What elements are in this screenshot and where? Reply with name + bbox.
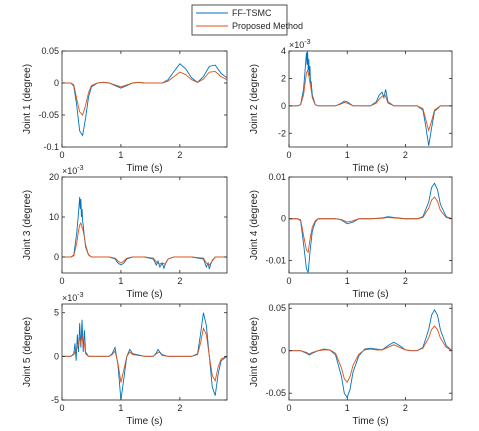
y-tick-label-joint-1: 0 xyxy=(54,78,59,88)
y-axis-label-joint-2: Joint 2 (degree) xyxy=(249,64,260,134)
x-axis-label-joint-6: Time (s) xyxy=(352,416,388,427)
y-axis-label-joint-5: Joint 5 (degree) xyxy=(22,317,33,387)
legend-box xyxy=(191,4,288,36)
plot-area-joint-1 xyxy=(61,50,228,148)
y-tick-label-joint-3: 0 xyxy=(54,252,59,262)
y-tick-label-joint-6: 0 xyxy=(281,346,286,356)
x-tick-label-joint-2: 2 xyxy=(403,150,408,160)
plot-area-joint-5 xyxy=(61,303,228,401)
y-exponent-joint-3: ×10-3 xyxy=(62,165,84,176)
x-axis-label-joint-1: Time (s) xyxy=(126,163,162,174)
y-tick-label-joint-5: 5 xyxy=(54,308,59,318)
y-tick-label-joint-6: -0.05 xyxy=(265,388,286,398)
series-line-joint-3-ff-tsmc xyxy=(62,196,227,270)
x-axis-label-joint-2: Time (s) xyxy=(352,163,388,174)
x-tick-label-joint-2: 1 xyxy=(345,150,350,160)
legend: FF-TSMC Proposed Method xyxy=(191,4,303,36)
y-tick-label-joint-4: 0 xyxy=(281,214,286,224)
x-tick-label-joint-3: 0 xyxy=(59,276,64,286)
series-line-joint-5-proposed-method xyxy=(62,327,227,383)
series-line-joint-4-proposed-method xyxy=(289,196,452,254)
x-tick-label-joint-1: 2 xyxy=(177,150,182,160)
y-axis-label-joint-4: Joint 4 (degree) xyxy=(249,190,260,260)
x-axis-label-joint-5: Time (s) xyxy=(126,416,162,427)
x-axis-label-joint-4: Time (s) xyxy=(352,289,388,300)
y-axis-label-joint-1: Joint 1 (degree) xyxy=(22,64,33,134)
x-tick-label-joint-1: 0 xyxy=(59,150,64,160)
y-exponent-joint-2: ×10-3 xyxy=(289,39,311,50)
series-line-joint-2-proposed-method xyxy=(289,68,452,133)
x-tick-label-joint-2: 0 xyxy=(286,150,291,160)
x-tick-label-joint-4: 1 xyxy=(345,276,350,286)
x-tick-label-joint-1: 1 xyxy=(118,150,123,160)
plot-area-joint-4 xyxy=(288,176,453,274)
y-tick-label-joint-5: -5 xyxy=(51,395,59,405)
y-tick-label-joint-2: 0 xyxy=(281,101,286,111)
x-tick-label-joint-6: 2 xyxy=(403,403,408,413)
subplot-joint-4: 0 1 2 -0.01 0 0.01 Time (s) Joint 4 (degree) xyxy=(249,172,453,300)
legend-label-ff-tsmc: FF-TSMC xyxy=(232,8,272,18)
x-axis-label-joint-3: Time (s) xyxy=(126,289,162,300)
y-exponent-joint-5: ×10-3 xyxy=(62,292,84,303)
y-tick-label-joint-3: 10 xyxy=(49,212,59,222)
series-line-joint-6-proposed-method xyxy=(289,325,452,383)
y-axis-label-joint-6: Joint 6 (degree) xyxy=(249,317,260,387)
y-tick-label-joint-3: 20 xyxy=(49,172,59,182)
x-tick-label-joint-5: 1 xyxy=(118,403,123,413)
y-tick-label-joint-1: -0.1 xyxy=(43,142,59,152)
series-line-joint-4-ff-tsmc xyxy=(289,182,452,273)
x-tick-label-joint-3: 1 xyxy=(118,276,123,286)
y-tick-label-joint-1: 0.05 xyxy=(41,46,59,56)
y-tick-label-joint-2: 4 xyxy=(281,46,286,56)
y-tick-label-joint-4: -0.01 xyxy=(265,255,286,265)
subplot-joint-2: 0 1 2 -2 0 2 4 Time (s) Joint 2 (degree) ×10-3 xyxy=(249,39,453,174)
x-tick-label-joint-6: 1 xyxy=(345,403,350,413)
x-tick-label-joint-5: 0 xyxy=(59,403,64,413)
x-tick-label-joint-3: 2 xyxy=(177,276,182,286)
y-tick-label-joint-2: -2 xyxy=(278,128,286,138)
y-tick-label-joint-4: 0.01 xyxy=(268,172,286,182)
plot-area-joint-2 xyxy=(288,50,453,148)
series-line-joint-3-proposed-method xyxy=(62,221,227,266)
x-tick-label-joint-4: 2 xyxy=(403,276,408,286)
x-tick-label-joint-6: 0 xyxy=(286,403,291,413)
series-line-joint-1-proposed-method xyxy=(62,71,227,116)
y-tick-label-joint-6: 0.05 xyxy=(268,303,286,313)
y-tick-label-joint-1: -0.05 xyxy=(38,110,59,120)
y-axis-label-joint-3: Joint 3 (degree) xyxy=(22,190,33,260)
x-tick-label-joint-5: 2 xyxy=(177,403,182,413)
y-tick-label-joint-2: 2 xyxy=(281,73,286,83)
legend-label-proposed-method: Proposed Method xyxy=(232,21,303,31)
y-tick-label-joint-5: 0 xyxy=(54,351,59,361)
series-line-joint-5-ff-tsmc xyxy=(62,312,227,400)
subplot-joint-1: 0 1 2 -0.1 -0.05 0 0.05 Time (s) Joint 1 (degree… xyxy=(22,46,228,174)
x-tick-label-joint-4: 0 xyxy=(286,276,291,286)
